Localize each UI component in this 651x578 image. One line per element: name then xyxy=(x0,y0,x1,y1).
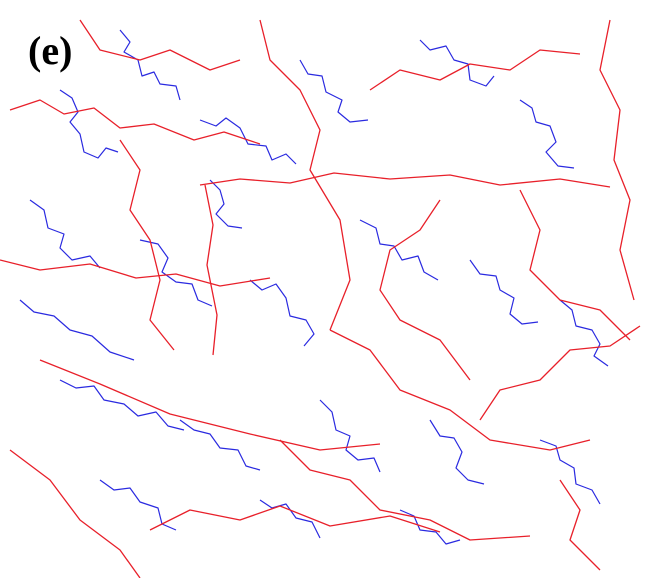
blue-boundary xyxy=(139,239,213,307)
blue-boundary xyxy=(399,509,461,545)
blue-boundary xyxy=(19,299,135,361)
blue-boundary xyxy=(519,99,575,169)
blue-boundary xyxy=(59,89,119,159)
red-boundary xyxy=(199,172,611,188)
blue-boundary xyxy=(179,419,261,471)
blue-boundary xyxy=(559,299,609,367)
blue-boundary xyxy=(299,59,369,123)
red-boundary xyxy=(519,189,631,341)
red-boundary xyxy=(9,449,141,578)
blue-boundary xyxy=(29,199,101,269)
low-angle-boundaries xyxy=(19,29,609,545)
red-boundary xyxy=(204,184,218,356)
red-boundary xyxy=(329,329,591,451)
red-boundary xyxy=(39,359,381,451)
blue-boundary xyxy=(429,419,485,485)
blue-boundary xyxy=(359,219,439,281)
red-boundary xyxy=(479,325,641,421)
blue-boundary xyxy=(319,399,381,473)
blue-boundary xyxy=(209,179,243,229)
red-boundary xyxy=(379,199,471,381)
blue-boundary xyxy=(419,39,495,87)
blue-boundary xyxy=(249,279,315,347)
blue-boundary xyxy=(199,117,297,165)
high-angle-boundaries xyxy=(0,19,641,578)
red-boundary xyxy=(279,439,531,541)
red-boundary xyxy=(149,505,441,533)
red-boundary xyxy=(369,49,581,91)
red-boundary xyxy=(9,99,261,145)
red-boundary xyxy=(79,19,241,71)
blue-boundary xyxy=(119,29,181,101)
red-boundary xyxy=(119,139,175,351)
red-boundary xyxy=(599,19,635,301)
red-boundary xyxy=(0,259,271,287)
panel-label: (e) xyxy=(28,28,72,73)
blue-boundary xyxy=(539,439,601,505)
red-boundary xyxy=(559,479,601,571)
blue-boundary xyxy=(469,259,539,325)
blue-boundary xyxy=(59,379,185,431)
red-boundary xyxy=(259,19,351,331)
